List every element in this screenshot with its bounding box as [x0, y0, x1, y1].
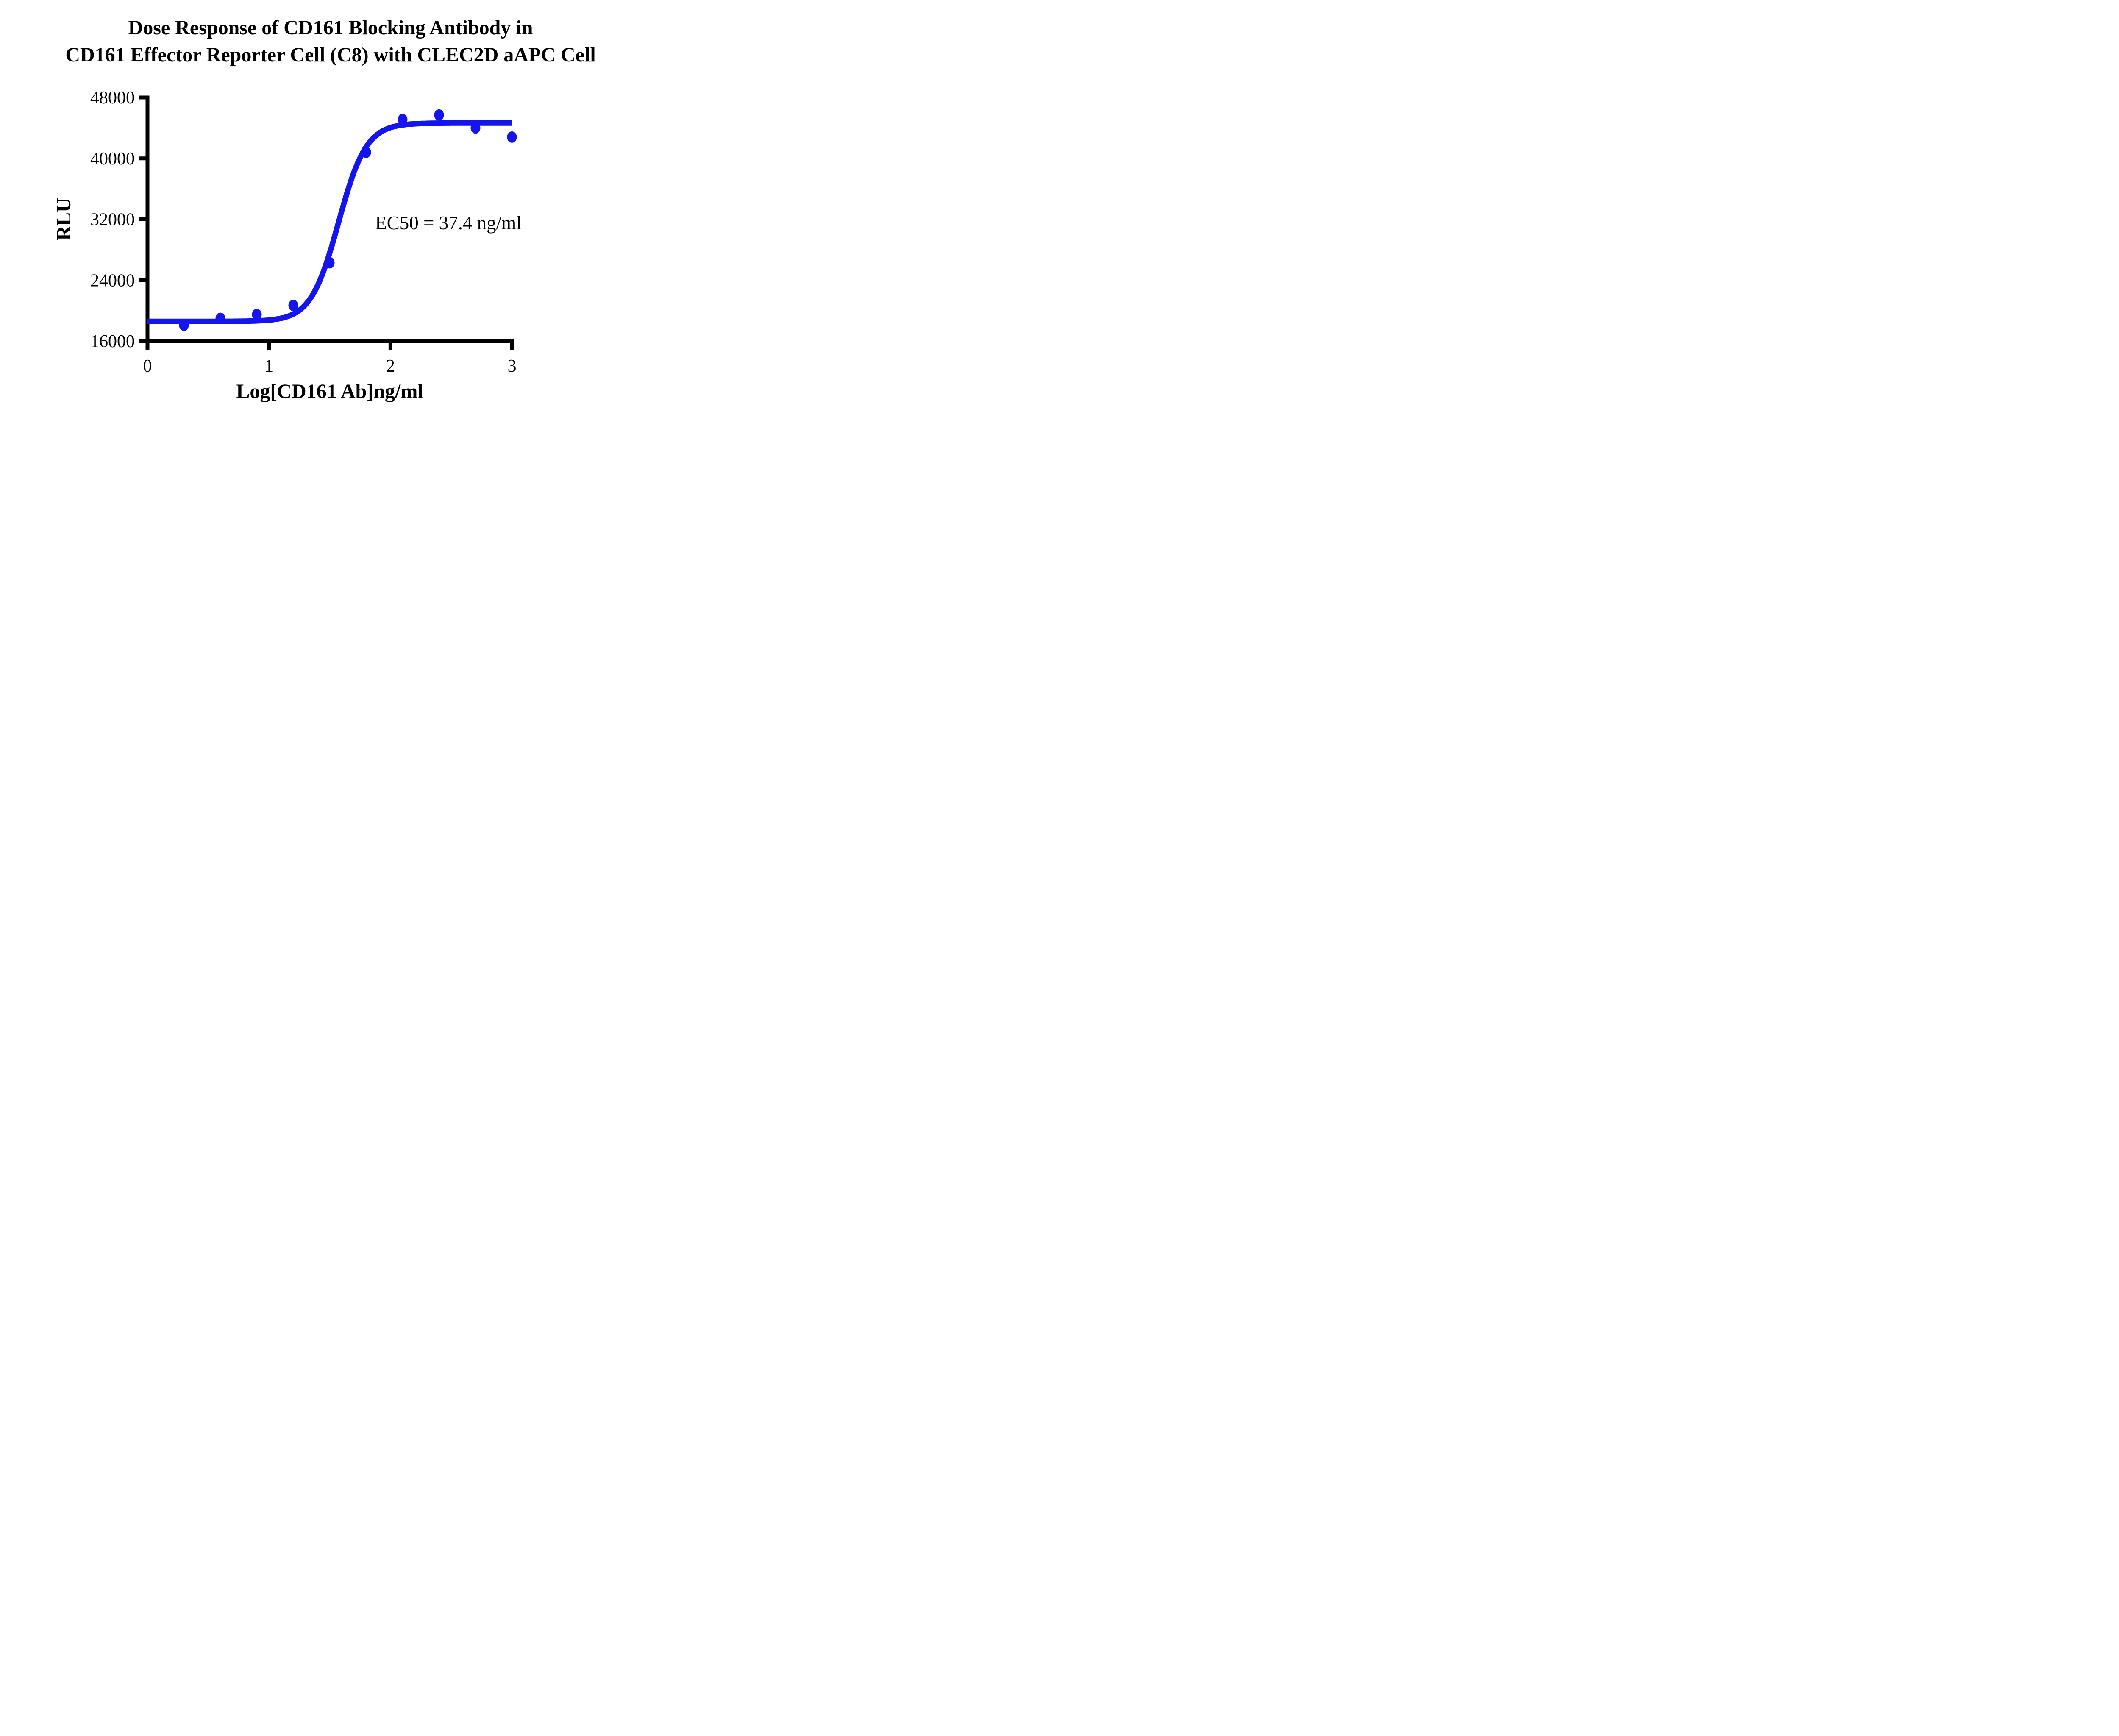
- data-point: [361, 146, 371, 158]
- data-point: [398, 114, 408, 125]
- y-tick-label: 16000: [90, 332, 135, 351]
- ec50-annotation: EC50 = 37.4 ng/ml: [375, 212, 522, 234]
- x-tick-label: 2: [386, 356, 395, 376]
- y-tick-label: 24000: [90, 271, 135, 290]
- dose-response-plot: 16000 24000 32000 40000 48000 0 1 2 3: [90, 88, 517, 376]
- dose-response-figure: Dose Response of CD161 Blocking Antibody…: [0, 0, 677, 434]
- data-point: [252, 309, 262, 320]
- data-point: [179, 319, 189, 331]
- y-tick-label: 32000: [90, 210, 135, 230]
- data-point: [325, 257, 335, 269]
- x-tick-label: 0: [143, 356, 152, 376]
- x-tick-label: 3: [508, 356, 517, 376]
- chart-title-line-1: Dose Response of CD161 Blocking Antibody…: [128, 17, 533, 39]
- chart-title: Dose Response of CD161 Blocking Antibody…: [0, 14, 661, 69]
- y-tick-label: 40000: [90, 149, 135, 169]
- data-point: [434, 109, 444, 121]
- data-point: [288, 300, 298, 312]
- data-point: [470, 122, 481, 134]
- dose-response-fit-curve: [146, 120, 514, 324]
- y-tick-label: 48000: [90, 88, 135, 108]
- x-axis-title: Log[CD161 Ab]ng/ml: [236, 380, 423, 403]
- chart-title-line-2: CD161 Effector Reporter Cell (C8) with C…: [65, 44, 596, 66]
- x-tick-label: 1: [264, 356, 273, 376]
- data-point: [215, 312, 225, 324]
- data-point: [507, 131, 517, 143]
